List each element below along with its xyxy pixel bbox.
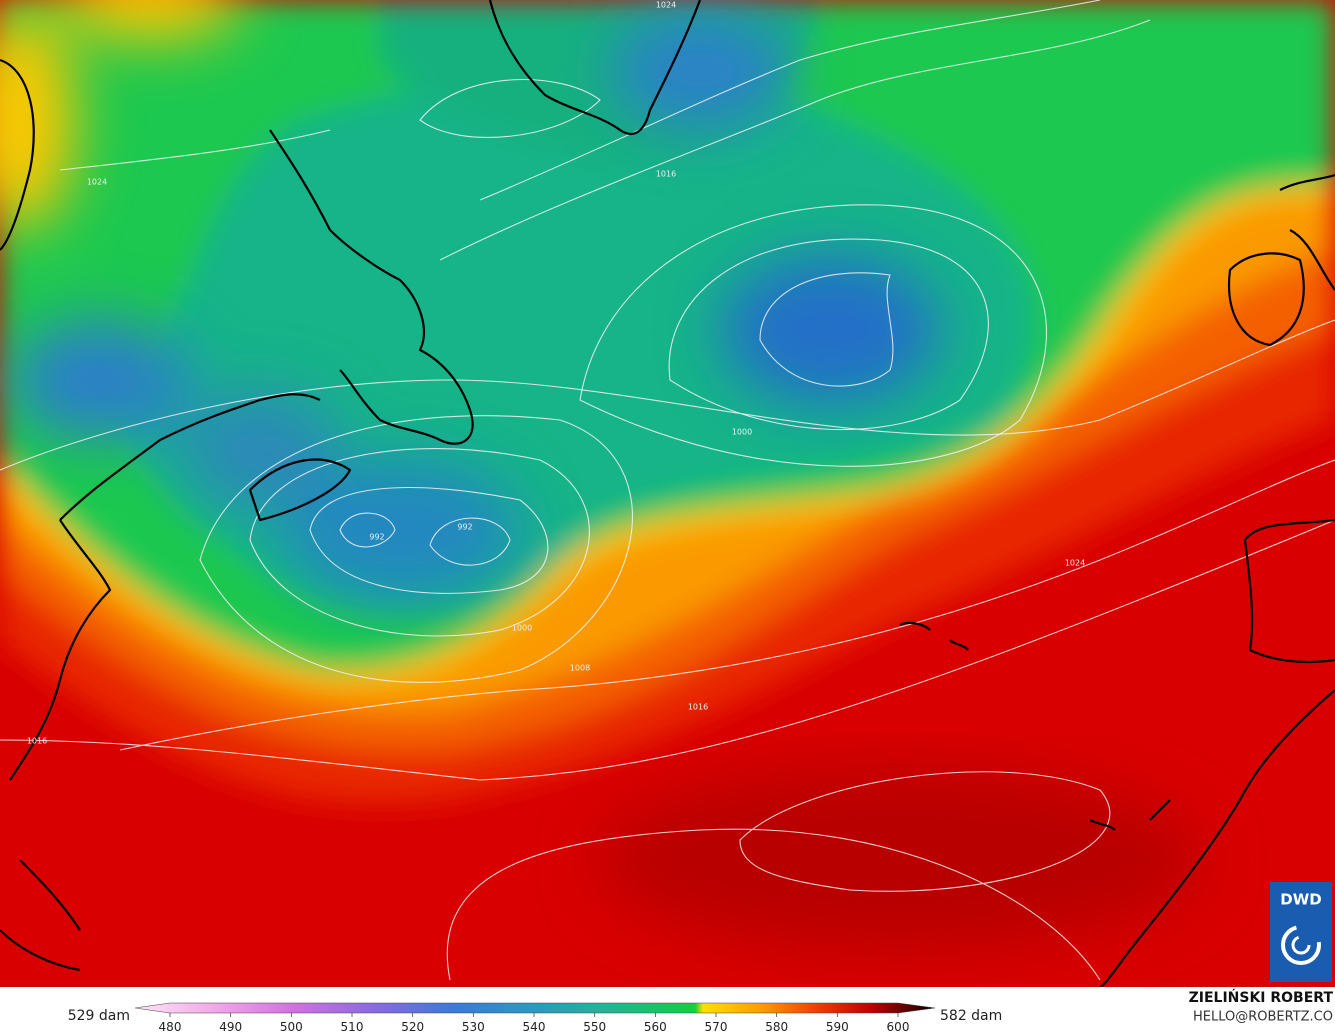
isobar-label: 992 <box>457 523 472 532</box>
colorbar-tick-label: 590 <box>826 1020 849 1034</box>
colorbar-tick-label: 600 <box>887 1020 910 1034</box>
colorbar-tick-label: 540 <box>523 1020 546 1034</box>
logo-swirl <box>1281 925 1321 965</box>
isobar-label: 992 <box>369 533 384 542</box>
colorbar-low-label: 529 dam <box>68 1008 130 1024</box>
isobar-label: 1000 <box>732 428 752 437</box>
colorbar-tick-label: 570 <box>705 1020 728 1034</box>
colorbar-tick-label: 520 <box>401 1020 424 1034</box>
isobar-label: 1016 <box>27 737 47 746</box>
isobar-label: 1016 <box>656 170 676 179</box>
logo-swirl-inner <box>1291 935 1311 955</box>
logo-text: DWD <box>1280 891 1321 909</box>
colorbar-tick-label: 500 <box>280 1020 303 1034</box>
map-area: 1024 1016 1024 992 992 1000 1000 1008 10… <box>0 0 1335 987</box>
isobar-label: 1016 <box>688 703 708 712</box>
colorbar-tick-label: 480 <box>159 1020 182 1034</box>
isobar-label: 1024 <box>1065 559 1085 568</box>
colorbar-tick-label: 550 <box>583 1020 606 1034</box>
coastlines <box>0 0 1335 987</box>
field-max <box>600 770 1200 950</box>
colorbar-ramp <box>134 1002 936 1014</box>
isobar-labels: 1024 1016 1024 992 992 1000 1000 1008 10… <box>27 1 1085 746</box>
credit-name: ZIELIŃSKI ROBERT <box>1189 988 1334 1006</box>
colorbar-tick-label: 580 <box>765 1020 788 1034</box>
credit-email: HELLO@ROBERTZ.CO <box>1193 1010 1333 1025</box>
low-centers <box>0 0 940 600</box>
colorbar-tick-label: 560 <box>644 1020 667 1034</box>
isobar-label: 1000 <box>512 624 532 633</box>
isobar-label: 1024 <box>656 1 676 10</box>
isobar-label: 1008 <box>570 664 590 673</box>
colorbar: 529 dam 582 dam 480 490 500 510 520 530 540 550… <box>68 1002 1002 1034</box>
isobar-label: 1024 <box>87 178 107 187</box>
logo-box <box>1270 882 1332 982</box>
colorbar-tick-label: 510 <box>341 1020 364 1034</box>
dwd-logo: DWD <box>1270 882 1332 982</box>
colorbar-tick-label: 490 <box>219 1020 242 1034</box>
colorbar-high-label: 582 dam <box>940 1008 1002 1024</box>
colorbar-tick-label: 530 <box>462 1020 485 1034</box>
